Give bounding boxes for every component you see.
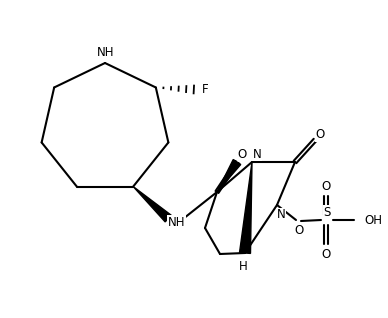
Text: O: O (321, 179, 331, 192)
Text: O: O (294, 224, 304, 237)
Text: N: N (253, 148, 262, 161)
Text: OH: OH (364, 213, 382, 226)
Polygon shape (133, 187, 171, 222)
Text: O: O (237, 148, 247, 161)
Text: H: H (239, 259, 248, 273)
Text: NH: NH (97, 46, 115, 59)
Text: S: S (323, 205, 331, 218)
Text: O: O (315, 128, 325, 142)
Text: O: O (321, 247, 331, 260)
Polygon shape (239, 162, 252, 253)
Text: F: F (201, 83, 208, 96)
Polygon shape (217, 160, 241, 192)
Text: N: N (277, 209, 286, 222)
Text: NH: NH (168, 216, 185, 229)
